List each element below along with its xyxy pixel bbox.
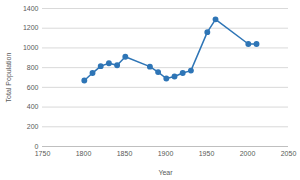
svg-text:1000: 1000 — [23, 44, 39, 51]
svg-text:2000: 2000 — [240, 150, 256, 157]
svg-text:1950: 1950 — [199, 150, 215, 157]
svg-text:1850: 1850 — [117, 150, 133, 157]
svg-text:2050: 2050 — [281, 150, 297, 157]
svg-text:1400: 1400 — [23, 5, 39, 12]
svg-text:600: 600 — [27, 84, 39, 91]
svg-text:800: 800 — [27, 64, 39, 71]
svg-text:0: 0 — [35, 143, 39, 150]
svg-text:1200: 1200 — [23, 24, 39, 31]
svg-text:200: 200 — [27, 123, 39, 130]
svg-text:1900: 1900 — [158, 150, 174, 157]
svg-text:Year: Year — [158, 169, 173, 176]
svg-text:Total Population: Total Population — [5, 52, 13, 102]
svg-text:1800: 1800 — [76, 150, 92, 157]
svg-text:1750: 1750 — [35, 150, 51, 157]
svg-text:400: 400 — [27, 103, 39, 110]
